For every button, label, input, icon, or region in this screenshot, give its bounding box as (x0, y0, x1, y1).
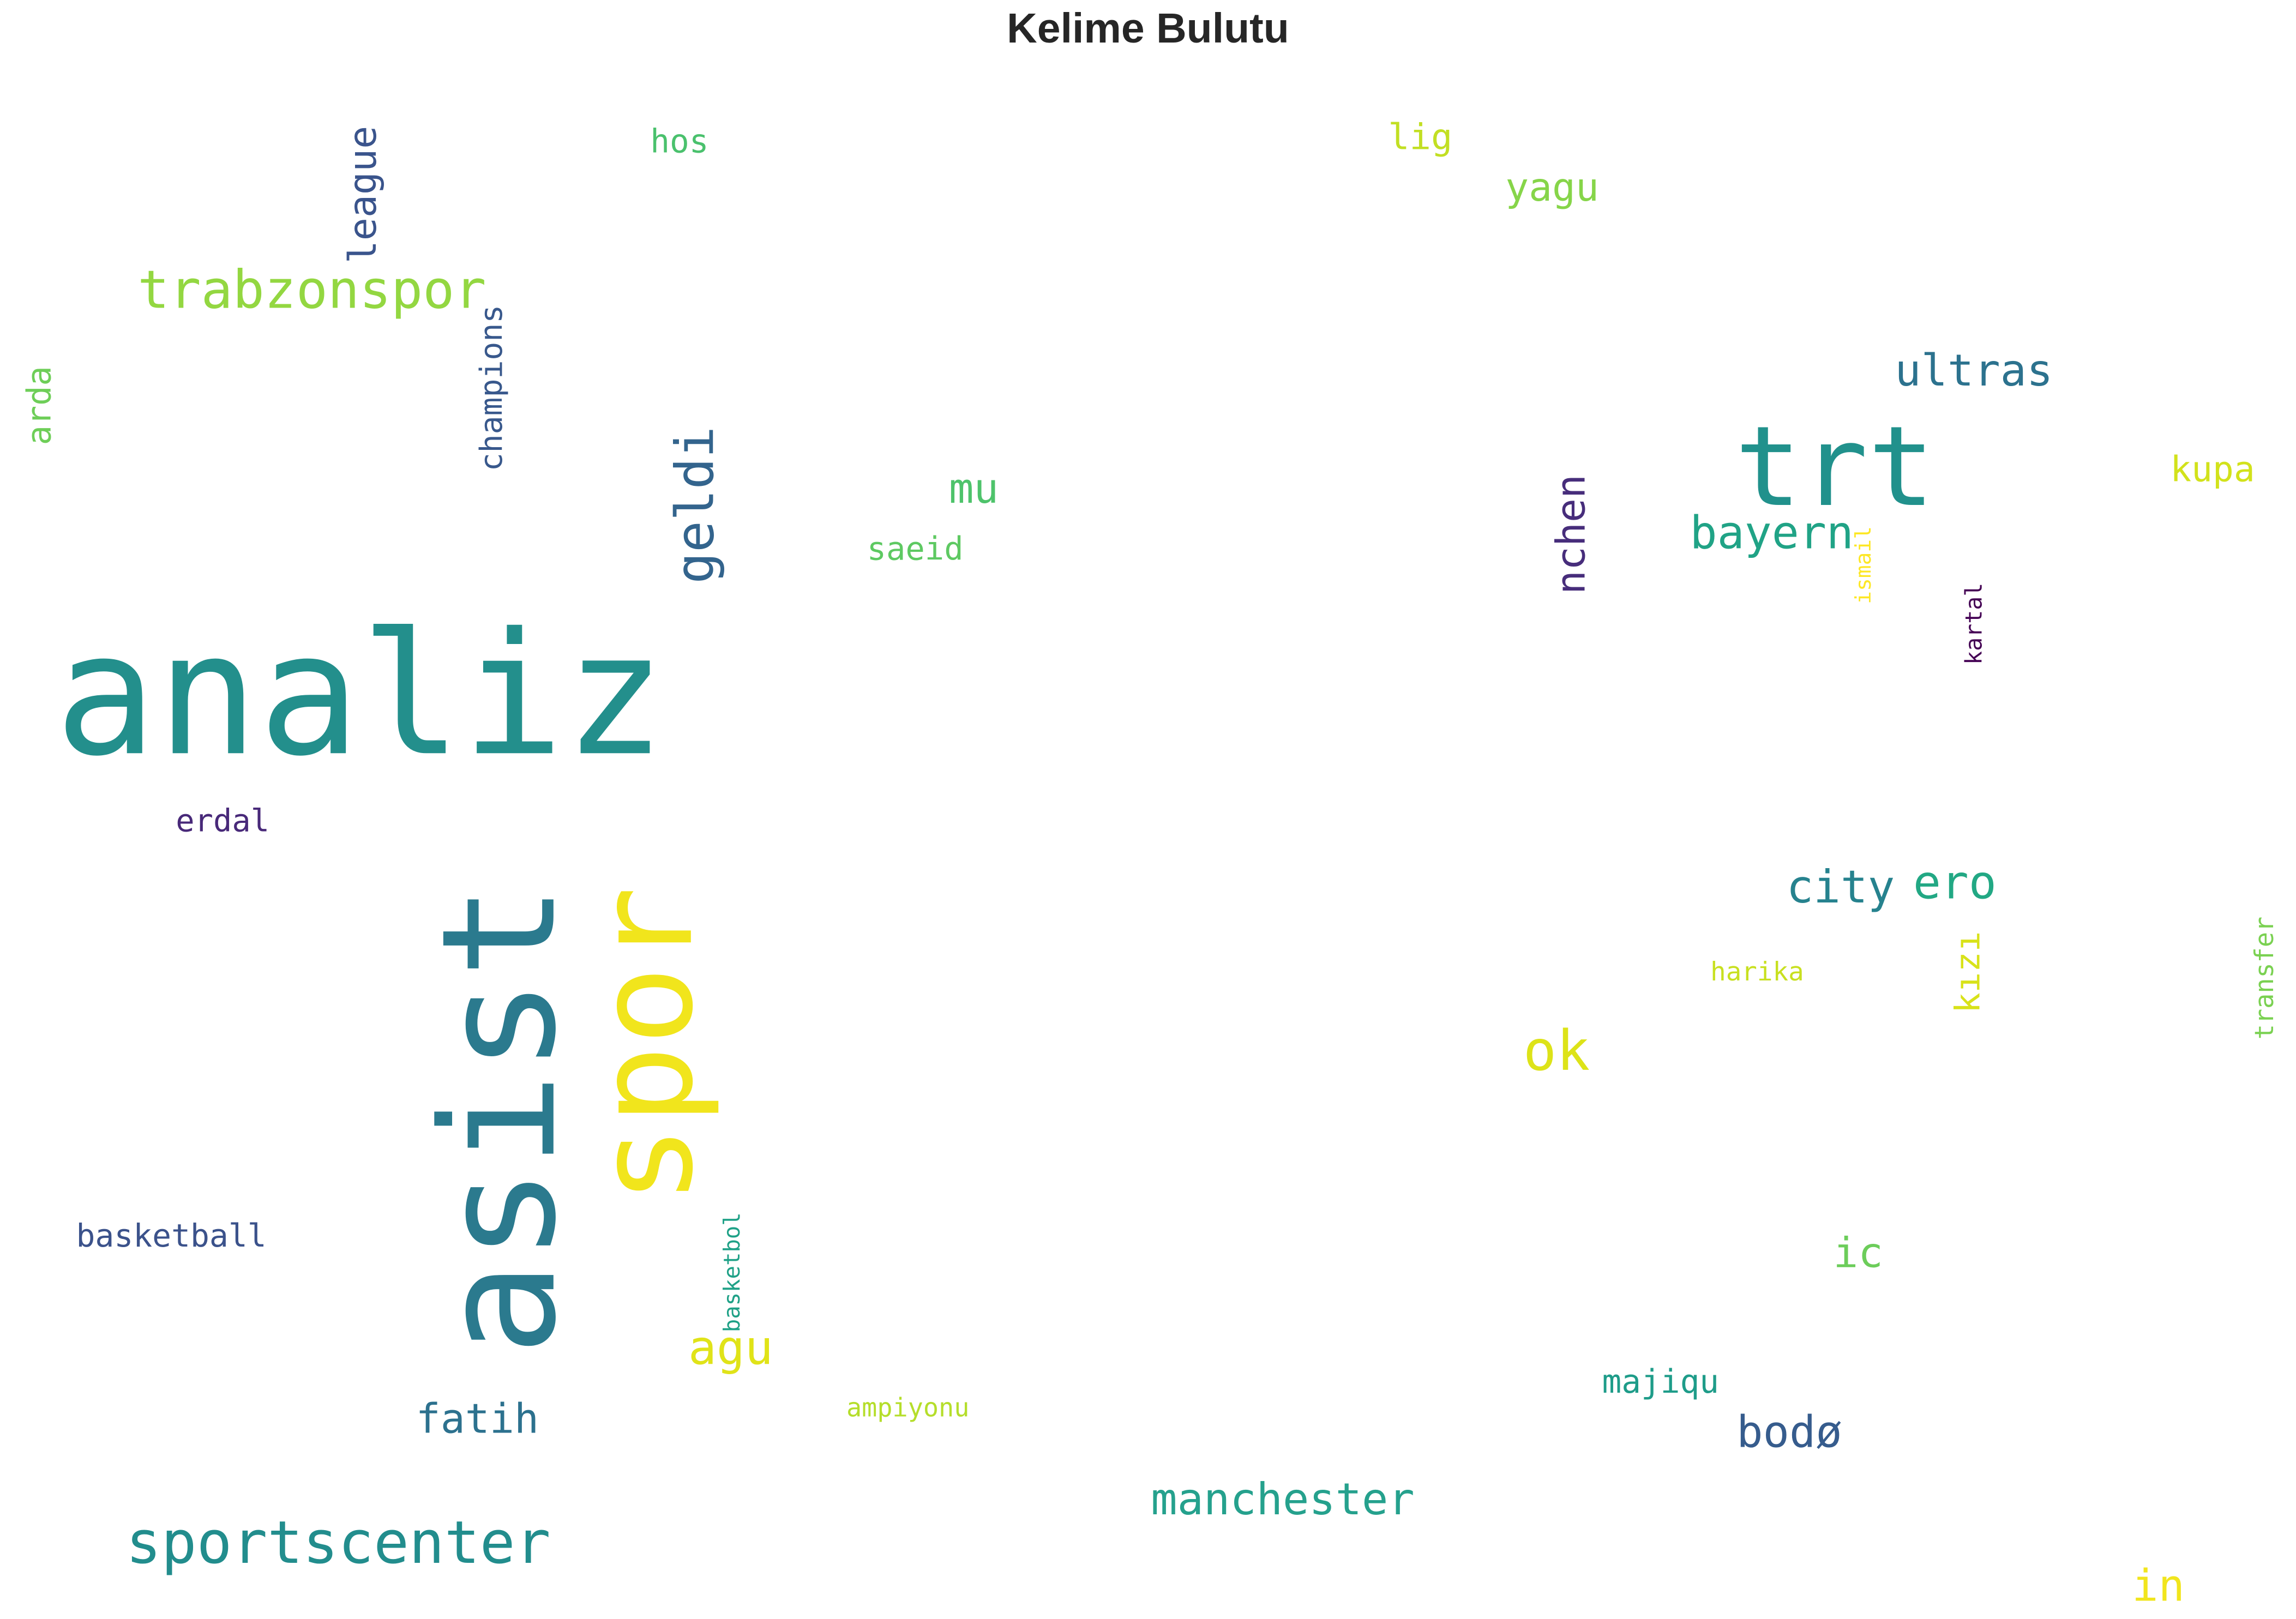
word-trt: trt (1734, 402, 1935, 531)
word-hos: hos (650, 123, 709, 161)
word-bodo: bodø (1736, 1406, 1842, 1458)
word-in: in (2132, 1560, 2185, 1611)
word-ultras: ultras (1895, 345, 2053, 396)
word-harika: harika (1710, 957, 1804, 988)
word-trabzonspor: trabzonspor (137, 258, 486, 321)
word-fatih: fatih (416, 1394, 539, 1443)
word-ampiyonu: ampiyonu (846, 1393, 970, 1423)
word-basketbol: basketbol (719, 1212, 746, 1333)
word-kupa: kupa (2170, 449, 2255, 490)
word-spor: spor (568, 886, 723, 1205)
word-ic: ic (1833, 1229, 1883, 1277)
word-manchester: manchester (1151, 1473, 1415, 1525)
word-nchen: nchen (1548, 474, 1595, 594)
word-ero: ero (1913, 855, 1997, 910)
word-kizi: kızı (1948, 931, 1988, 1013)
word-mu: mu (948, 464, 999, 513)
word-asist: asist (407, 884, 591, 1356)
word-ismail: ismail (1851, 526, 1877, 604)
word-bayern: bayern (1690, 506, 1854, 559)
word-city: city (1786, 860, 1895, 913)
word-agu: agu (688, 1321, 773, 1376)
word-kartal: kartal (1960, 582, 1987, 665)
word-ok: ok (1523, 1019, 1590, 1083)
word-lig: lig (1388, 116, 1453, 158)
word-sportscenter: sportscenter (125, 1509, 551, 1577)
word-majiqu: majiqu (1602, 1363, 1720, 1401)
word-transfer: transfer (2250, 916, 2280, 1040)
word-champions: champions (473, 304, 509, 472)
word-saeid: saeid (867, 529, 964, 568)
word-erdal: erdal (176, 803, 270, 839)
chart-title: Kelime Bulutu (1007, 5, 1289, 52)
word-geldi: geldi (664, 426, 726, 584)
word-basketball: basketball (76, 1217, 267, 1255)
word-analiz: analiz (55, 597, 666, 794)
word-league: league (340, 125, 385, 264)
word-yagu: yagu (1505, 165, 1599, 210)
word-arda: arda (20, 366, 59, 446)
